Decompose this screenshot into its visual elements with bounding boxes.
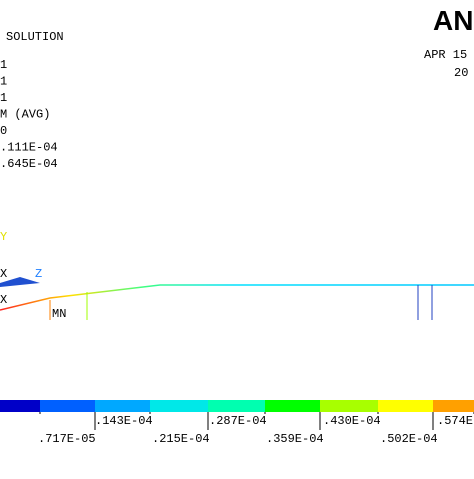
marker-x: X bbox=[0, 293, 7, 307]
info-line: M (AVG) bbox=[0, 108, 50, 122]
legend-label-bottom: .502E-04 bbox=[380, 432, 438, 446]
legend-label-bottom: .359E-04 bbox=[266, 432, 324, 446]
title: SOLUTION bbox=[6, 30, 64, 44]
triad-y: Y bbox=[0, 230, 7, 244]
info-line: 1 bbox=[0, 58, 7, 72]
marker-mn: MN bbox=[52, 307, 66, 321]
legend-swatch bbox=[208, 400, 265, 412]
date: APR 15 bbox=[424, 48, 467, 62]
info-line: 1 bbox=[0, 75, 7, 89]
year: 20 bbox=[454, 66, 468, 80]
info-line: .645E-04 bbox=[0, 157, 58, 171]
geometry bbox=[0, 284, 474, 311]
triad-x: X bbox=[0, 267, 7, 281]
triad-arrow bbox=[0, 277, 40, 287]
legend-swatch bbox=[0, 400, 40, 412]
legend-label-top: .287E-04 bbox=[209, 414, 267, 428]
info-line: 1 bbox=[0, 91, 7, 105]
legend-label-top: .143E-04 bbox=[95, 414, 153, 428]
legend-label-top: .574E- bbox=[437, 414, 474, 428]
legend-swatch bbox=[265, 400, 320, 412]
legend-swatch bbox=[320, 400, 378, 412]
legend-swatch bbox=[378, 400, 433, 412]
legend-swatch bbox=[40, 400, 95, 412]
supports bbox=[49, 285, 433, 320]
legend-label-bottom: .215E-04 bbox=[152, 432, 210, 446]
legend-label-top: .430E-04 bbox=[323, 414, 381, 428]
legend-swatch bbox=[433, 400, 474, 412]
legend-swatch bbox=[150, 400, 208, 412]
legend-swatch bbox=[95, 400, 150, 412]
info-line: 0 bbox=[0, 124, 7, 138]
logo: AN bbox=[433, 5, 473, 36]
legend-label-bottom: .717E-05 bbox=[38, 432, 96, 446]
triad-z: Z bbox=[35, 267, 42, 281]
info-line: .111E-04 bbox=[0, 141, 58, 155]
